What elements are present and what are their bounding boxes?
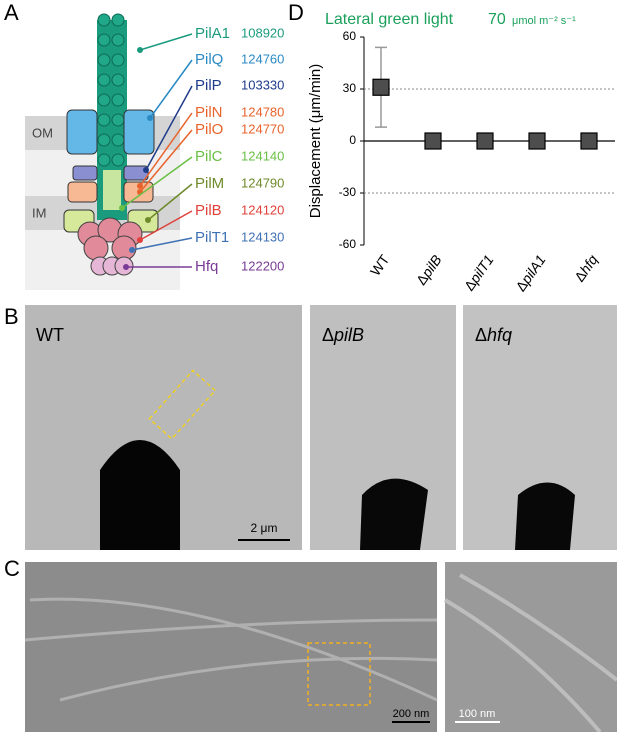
leader-dot bbox=[123, 264, 129, 270]
data-point bbox=[476, 132, 494, 150]
protein-id: 124120 bbox=[241, 202, 284, 217]
panel-label: B bbox=[4, 304, 19, 329]
protein-name: Hfq bbox=[195, 258, 218, 275]
protein-name: PilO bbox=[195, 121, 223, 138]
unit: μmol m⁻² s⁻¹ bbox=[512, 15, 576, 27]
y-axis-label: Displacement (μm/min) bbox=[307, 64, 324, 219]
tem-image-zoom bbox=[445, 562, 617, 732]
scale-label: 2 μm bbox=[251, 521, 278, 535]
leader-dot bbox=[137, 183, 143, 189]
x-tick-label: Δhfq bbox=[571, 251, 601, 284]
leader-dot bbox=[137, 47, 143, 53]
protein-id: 124790 bbox=[241, 175, 284, 190]
y-tick-label: -30 bbox=[339, 185, 357, 199]
scale-label: 200 nm bbox=[393, 708, 430, 720]
x-tick-label: ΔpilA1 bbox=[512, 252, 548, 294]
panel-label: A bbox=[4, 0, 19, 25]
pili bbox=[24, 597, 438, 702]
protein-id: 124770 bbox=[241, 121, 284, 136]
leader-line bbox=[149, 59, 193, 119]
y-tick-label: 60 bbox=[343, 29, 357, 43]
protein-name: PilB bbox=[195, 202, 222, 219]
leader-dot bbox=[137, 237, 143, 243]
protein-name: PilN bbox=[195, 104, 223, 121]
data-point bbox=[580, 132, 598, 150]
pilp bbox=[72, 165, 98, 181]
membrane-label: OM bbox=[32, 125, 53, 140]
inset-box bbox=[148, 369, 217, 440]
protein-name: PilM bbox=[195, 175, 224, 192]
cell bbox=[515, 482, 575, 550]
piln-pilo bbox=[67, 181, 98, 203]
image-label: Δhfq bbox=[475, 325, 512, 345]
pilq bbox=[123, 109, 155, 155]
leader-line bbox=[139, 210, 193, 241]
panel-label: C bbox=[4, 556, 20, 581]
x-tick-label: WT bbox=[367, 251, 393, 278]
cell bbox=[360, 478, 428, 550]
intensity: 70 bbox=[488, 11, 506, 28]
y-tick-label: -60 bbox=[339, 237, 357, 251]
pilus-diagram bbox=[25, 13, 180, 290]
leader-line bbox=[147, 183, 193, 221]
protein-name: PilC bbox=[195, 148, 223, 165]
protein-id: 103330 bbox=[241, 77, 284, 92]
data-point bbox=[372, 78, 390, 96]
leader-dot bbox=[129, 247, 135, 253]
leader-dot bbox=[147, 115, 153, 121]
image-label: ΔpilB bbox=[322, 325, 364, 345]
protein-id: 108920 bbox=[241, 25, 284, 40]
protein-id: 124760 bbox=[241, 51, 284, 66]
pilb-hexamer bbox=[77, 217, 143, 261]
pilq bbox=[66, 109, 98, 155]
data-point bbox=[424, 132, 442, 150]
protein-name: PilT1 bbox=[195, 229, 229, 246]
leader-dot bbox=[143, 167, 149, 173]
protein-id: 124140 bbox=[241, 148, 284, 163]
leader-dot bbox=[119, 205, 125, 211]
y-tick-label: 0 bbox=[349, 133, 356, 147]
protein-name: PilQ bbox=[195, 51, 223, 68]
pili bbox=[443, 573, 617, 732]
inset-box bbox=[307, 642, 371, 706]
x-tick-label: ΔpilT1 bbox=[461, 252, 497, 294]
image-label: WT bbox=[36, 325, 64, 345]
leader-dot bbox=[145, 217, 151, 223]
panel-label: D bbox=[288, 0, 304, 25]
x-tick-label: ΔpilB bbox=[413, 252, 445, 288]
protein-id: 124780 bbox=[241, 104, 284, 119]
y-tick-label: 30 bbox=[343, 81, 357, 95]
pilin-subunits bbox=[97, 13, 125, 167]
chart-title: Lateral green light bbox=[325, 11, 454, 28]
scale-label: 100 nm bbox=[459, 708, 496, 720]
protein-id: 124130 bbox=[241, 229, 284, 244]
membrane-label: IM bbox=[32, 205, 46, 220]
leader-line bbox=[139, 129, 193, 193]
protein-id: 122200 bbox=[241, 258, 284, 273]
leader-line bbox=[121, 156, 193, 209]
cell bbox=[100, 440, 180, 550]
leader-line bbox=[131, 237, 193, 251]
tem-image-pili bbox=[25, 562, 437, 732]
leader-line bbox=[139, 112, 193, 187]
data-point bbox=[528, 132, 546, 150]
pilc bbox=[103, 170, 121, 210]
leader-line bbox=[145, 85, 193, 171]
leader-line bbox=[139, 33, 193, 51]
pilp bbox=[123, 165, 149, 181]
protein-name: PilA1 bbox=[195, 25, 230, 42]
protein-name: PilP bbox=[195, 77, 222, 94]
